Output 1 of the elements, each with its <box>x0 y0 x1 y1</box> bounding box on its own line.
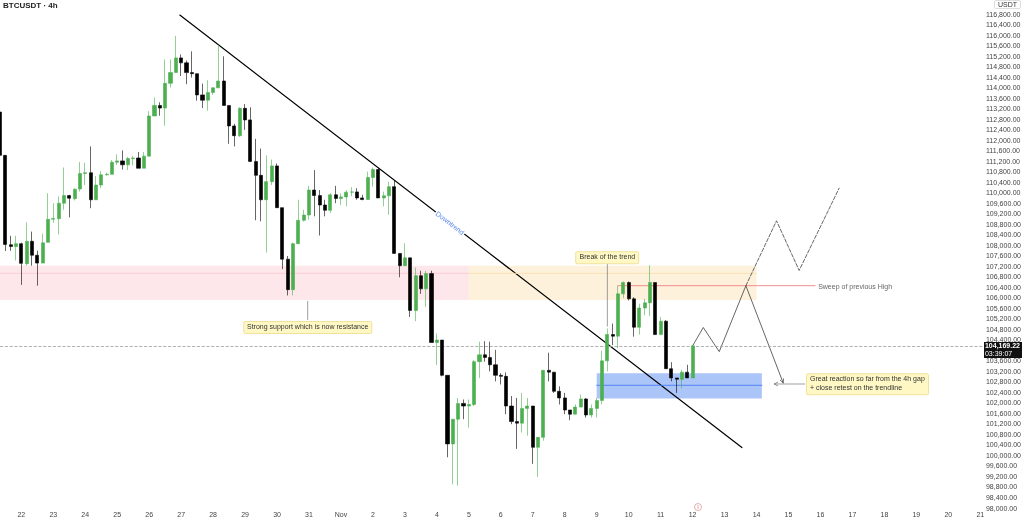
chart-title: BTCUSDT · 4h <box>3 1 58 10</box>
